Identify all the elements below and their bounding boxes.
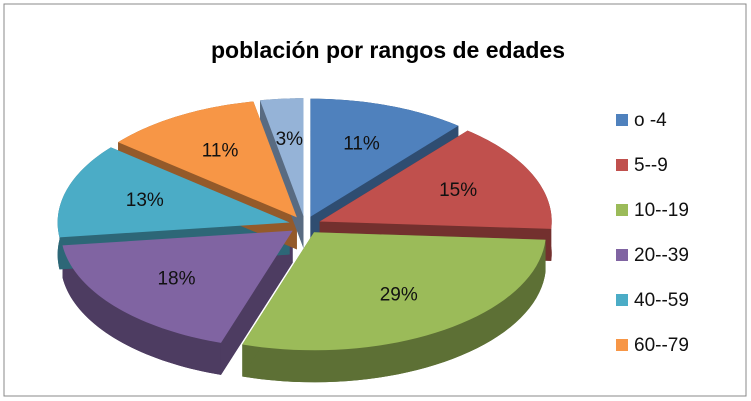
legend-label: 5--9 [634,155,668,176]
chart-title: población por rangos de edades [211,37,565,63]
legend-swatch [616,249,628,261]
data-label: 11% [202,140,239,161]
slice-tops [57,98,552,351]
data-label: 3% [276,129,304,150]
slice [57,147,290,238]
slice-wall [62,245,221,375]
slice [319,130,552,229]
slice [260,98,304,217]
data-label: 29% [380,285,418,306]
legend-swatch [616,114,628,126]
legend-label: 60--79 [634,335,689,356]
data-label: 15% [439,180,477,201]
legend-label: 20--39 [634,245,689,266]
legend-swatch [616,339,628,351]
legend-swatch [616,294,628,306]
slice [242,232,546,351]
data-label: 13% [126,190,164,211]
legend-label: o -4 [634,110,667,131]
slice-edge [220,230,293,375]
legend-label: 40--59 [634,290,689,311]
legend-swatch [616,204,628,216]
slice [118,101,297,218]
data-label: 18% [157,269,195,290]
legend-label: 10--19 [634,200,689,221]
slice [310,98,459,217]
data-label: 11% [343,134,380,155]
slice-wall [242,239,546,383]
slice [62,230,293,343]
legend-swatch [616,159,628,171]
